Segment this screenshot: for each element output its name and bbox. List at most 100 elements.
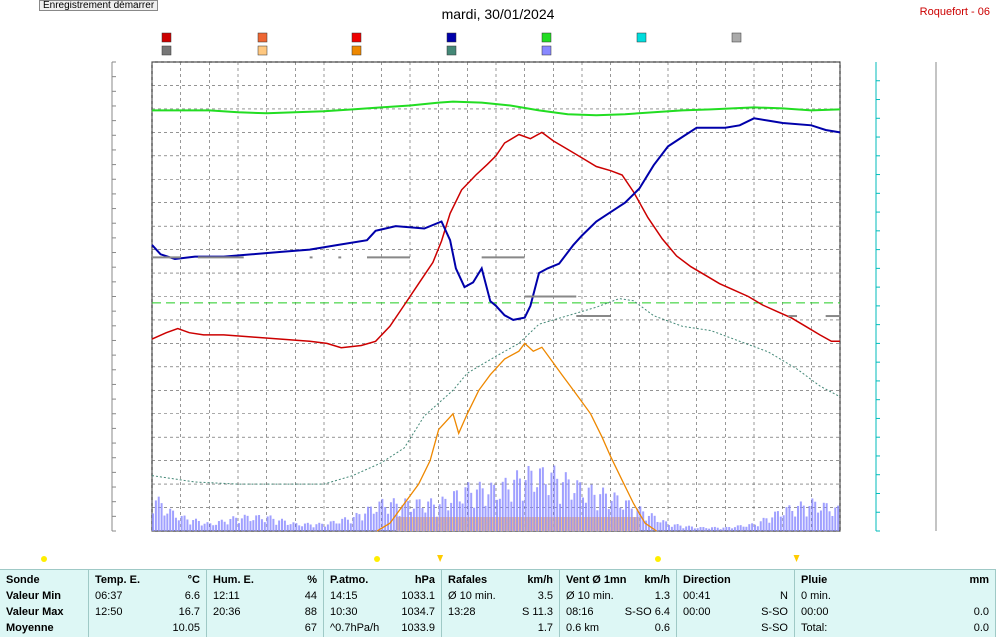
gust-bar bbox=[822, 502, 825, 531]
gust-bar bbox=[504, 477, 507, 531]
gust-bar bbox=[702, 527, 705, 531]
gust-bar bbox=[163, 515, 166, 531]
gust-bar bbox=[530, 470, 533, 531]
stats-cell: 16.7 bbox=[178, 606, 200, 618]
stats-column: Rafales km/h Ø 10 min. 3.5 13:28 S 11.3 1.7 bbox=[442, 570, 560, 637]
gust-bar bbox=[450, 502, 453, 531]
gust-bar bbox=[223, 521, 226, 531]
gust-bar bbox=[536, 487, 539, 531]
gust-bar bbox=[725, 526, 728, 531]
legend-swatch bbox=[731, 32, 742, 43]
legend-swatch bbox=[161, 32, 172, 43]
weather-chart bbox=[41, 32, 937, 562]
gust-bar bbox=[387, 513, 390, 531]
stats-cell: 1034.7 bbox=[401, 606, 435, 618]
axes bbox=[111, 61, 937, 532]
gust-bar bbox=[699, 527, 702, 531]
gust-bar bbox=[501, 481, 504, 531]
gust-bar bbox=[272, 518, 275, 531]
gust-bar bbox=[616, 495, 619, 531]
gust-bar bbox=[152, 513, 154, 531]
stats-cell: Pluie bbox=[801, 574, 828, 586]
gust-bar bbox=[636, 508, 639, 531]
gust-bar bbox=[275, 524, 278, 531]
gust-bar bbox=[329, 521, 332, 531]
stats-cell: 06:37 bbox=[95, 590, 123, 602]
stats-cell: 0.0 bbox=[973, 606, 989, 618]
gust-bar bbox=[372, 513, 375, 531]
gust-bar bbox=[180, 515, 183, 531]
gust-bar bbox=[355, 512, 358, 531]
gust-bar bbox=[819, 510, 822, 531]
gust-bar bbox=[785, 507, 788, 531]
stats-column: Hum. E.% 12:11 44 20:36 88 67 bbox=[207, 570, 324, 637]
gust-bar bbox=[295, 523, 298, 531]
gust-bar bbox=[424, 512, 427, 531]
gust-bar bbox=[258, 515, 261, 531]
stats-cell: Valeur Max bbox=[6, 606, 64, 618]
gust-bar bbox=[561, 482, 564, 531]
legend-swatch bbox=[257, 32, 268, 43]
record-start-button[interactable]: Enregistrement démarrer bbox=[39, 0, 159, 11]
stats-cell: 00:00 bbox=[683, 606, 711, 618]
legend-swatch bbox=[446, 32, 457, 43]
gust-bar bbox=[791, 511, 794, 531]
stats-cell: 00:41 bbox=[683, 590, 711, 602]
gust-bar bbox=[622, 509, 625, 531]
stats-row: 00:00 S-SO bbox=[683, 604, 788, 620]
stats-cell: Ø 10 min. bbox=[566, 590, 614, 602]
gust-bar bbox=[209, 523, 212, 531]
gust-bar bbox=[553, 465, 556, 531]
stats-cell bbox=[683, 620, 761, 636]
gust-bar bbox=[364, 513, 367, 531]
gust-bar bbox=[736, 525, 739, 531]
gust-bar bbox=[464, 487, 467, 531]
stats-cell bbox=[448, 620, 538, 636]
stats-row: Total: 0.0 bbox=[801, 620, 989, 636]
station-name: Roquefort - 06 bbox=[919, 6, 990, 18]
gust-bar bbox=[602, 487, 605, 531]
gust-bar bbox=[220, 519, 223, 531]
gust-bar bbox=[427, 501, 430, 531]
stats-cell: 00:00 bbox=[801, 606, 829, 618]
gust-bar bbox=[825, 503, 828, 531]
legend-swatch bbox=[351, 32, 362, 43]
gust-bar bbox=[587, 487, 590, 531]
gust-bar bbox=[799, 501, 802, 531]
gust-bar bbox=[415, 499, 418, 531]
gust-bar bbox=[266, 516, 269, 531]
gust-bar bbox=[470, 492, 473, 531]
gust-bar bbox=[303, 523, 306, 531]
gust-bar bbox=[524, 480, 527, 531]
gust-bar bbox=[670, 526, 673, 531]
stats-row: Ø 10 min. 1.3 bbox=[566, 588, 670, 604]
gust-bar bbox=[579, 482, 582, 531]
gust-bar bbox=[324, 526, 326, 531]
stats-cell: km/h bbox=[644, 574, 670, 586]
gust-bar bbox=[189, 524, 192, 531]
gust-bar bbox=[169, 508, 172, 531]
stats-header: Hum. E.% bbox=[213, 572, 317, 588]
stats-header: P.atmo. hPa bbox=[330, 572, 435, 588]
moonrise-icon bbox=[41, 556, 47, 562]
gust-bar bbox=[430, 498, 433, 531]
gust-bar bbox=[438, 504, 441, 531]
gust-bar bbox=[527, 466, 530, 531]
gust-bar bbox=[487, 494, 490, 531]
stats-cell: 0 min. bbox=[801, 590, 831, 602]
stats-cell: S-SO 6.4 bbox=[624, 606, 670, 618]
gust-bar bbox=[516, 470, 519, 531]
stats-column: Vent Ø 1mn km/h Ø 10 min. 1.3 08:16 S-SO 6.4 0… bbox=[560, 570, 677, 637]
gust-bar bbox=[481, 488, 484, 531]
stats-cell: 1033.1 bbox=[401, 590, 435, 602]
gust-bar bbox=[441, 496, 444, 531]
gust-bar bbox=[312, 527, 315, 531]
stats-cell: 10.05 bbox=[172, 622, 200, 634]
gust-bar bbox=[301, 526, 304, 531]
series-p-atmo bbox=[152, 100, 841, 117]
gust-bar bbox=[186, 519, 189, 531]
gust-bar bbox=[662, 520, 665, 531]
gust-bar bbox=[215, 524, 218, 531]
gust-bar bbox=[713, 526, 716, 531]
gust-bar bbox=[260, 519, 263, 531]
